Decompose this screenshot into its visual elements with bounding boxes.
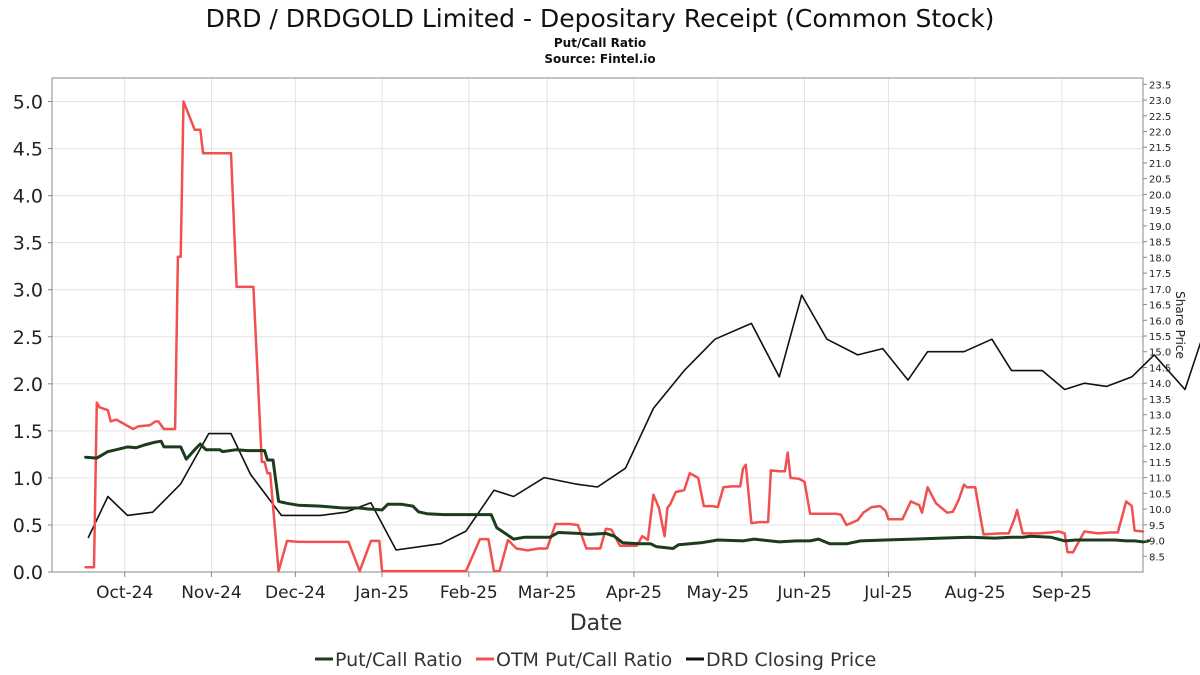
tick-labels: 0.0 0.5 1.0 1.5 2.0 2.5 3.0 3.5 4.0 4.5 5.0 Oct-24 N… [13, 80, 1171, 603]
legend-label: DRD Closing Price [706, 649, 876, 671]
y-tick-label: 2.5 [13, 327, 43, 349]
y-right-tick-label: 9.0 [1149, 537, 1165, 548]
y-right-tick-label: 10.5 [1149, 489, 1171, 500]
x-tick-label: Oct-24 [96, 583, 153, 603]
y-tick-label: 2.0 [13, 374, 43, 396]
x-tick-label: May-25 [686, 583, 749, 603]
y-right-tick-label: 22.0 [1149, 127, 1171, 138]
y-right-tick-label: 20.5 [1149, 175, 1171, 186]
legend: Put/Call Ratio OTM Put/Call Ratio DRD Clos… [315, 649, 876, 671]
chart-source: Source: Fintel.io [544, 52, 655, 66]
series-group [84, 100, 1200, 573]
y-right-tick-label: 23.5 [1149, 80, 1171, 91]
y-tick-label: 5.0 [13, 92, 43, 114]
y-right-tick-label: 18.0 [1149, 253, 1171, 264]
y-right-tick-label: 22.5 [1149, 112, 1171, 123]
y-right-tick-label: 16.5 [1149, 301, 1171, 312]
x-tick-label: Sep-25 [1032, 583, 1092, 603]
x-tick-label: Jan-25 [354, 583, 409, 603]
y-right-tick-label: 12.5 [1149, 426, 1171, 437]
x-tick-label: Jul-25 [863, 583, 912, 603]
chart-title: DRD / DRDGOLD Limited - Depositary Recei… [206, 4, 995, 33]
y-right-tick-label: 17.0 [1149, 285, 1171, 296]
x-tick-label: Jun-25 [776, 583, 831, 603]
y-tick-label: 0.5 [13, 515, 43, 537]
plot-frame [51, 77, 1144, 573]
legend-otm-put-call-ratio: OTM Put/Call Ratio [476, 649, 672, 671]
y-right-tick-label: 11.5 [1149, 458, 1171, 469]
grid [52, 78, 1143, 573]
y-tick-label: 1.0 [13, 468, 43, 490]
y-right-tick-label: 12.0 [1149, 442, 1171, 453]
y-right-tick-label: 8.5 [1149, 552, 1165, 563]
x-tick-label: Feb-25 [440, 583, 498, 603]
y-right-tick-label: 14.0 [1149, 379, 1171, 390]
y-right-tick-label: 9.5 [1149, 521, 1165, 532]
y-right-tick-label: 17.5 [1149, 269, 1171, 280]
y-right-tick-label: 15.0 [1149, 348, 1171, 359]
y-right-axis-label: Share Price [1173, 291, 1187, 359]
y-tick-label: 3.0 [13, 280, 43, 302]
x-axis-label: Date [570, 611, 623, 636]
chart-subtitle: Put/Call Ratio [554, 36, 646, 50]
x-tick-label: Nov-24 [181, 583, 242, 603]
legend-put-call-ratio: Put/Call Ratio [315, 649, 462, 671]
x-tick-label: Dec-24 [265, 583, 326, 603]
y-right-tick-label: 16.0 [1149, 316, 1171, 327]
legend-label: Put/Call Ratio [335, 649, 462, 671]
y-tick-label: 0.0 [13, 562, 43, 584]
x-tick-label: Mar-25 [518, 583, 577, 603]
y-tick-label: 3.5 [13, 233, 43, 255]
y-right-tick-label: 21.0 [1149, 159, 1171, 170]
y-tick-label: 4.5 [13, 139, 43, 161]
x-tick-label: Aug-25 [945, 583, 1006, 603]
y-right-tick-label: 11.0 [1149, 474, 1171, 485]
x-tick-label: Apr-25 [606, 583, 662, 603]
y-right-tick-label: 23.0 [1149, 96, 1171, 107]
y-tick-label: 1.5 [13, 421, 43, 443]
legend-drd-closing-price: DRD Closing Price [686, 649, 876, 671]
otm-put-call-ratio-line [84, 100, 1145, 573]
y-right-tick-label: 15.5 [1149, 332, 1171, 343]
y-right-tick-label: 14.5 [1149, 363, 1171, 374]
y-tick-label: 4.0 [13, 186, 43, 208]
y-right-tick-label: 19.5 [1149, 206, 1171, 217]
legend-label: OTM Put/Call Ratio [496, 649, 672, 671]
drd-closing-price-line [87, 294, 1200, 551]
y-right-tick-label: 21.5 [1149, 143, 1171, 154]
y-right-tick-label: 10.0 [1149, 505, 1171, 516]
y-right-tick-label: 13.5 [1149, 395, 1171, 406]
y-right-tick-label: 19.0 [1149, 222, 1171, 233]
y-right-tick-label: 13.0 [1149, 411, 1171, 422]
put-call-ratio-line [84, 439, 1151, 550]
y-right-tick-label: 18.5 [1149, 238, 1171, 249]
y-right-tick-label: 20.0 [1149, 190, 1171, 201]
